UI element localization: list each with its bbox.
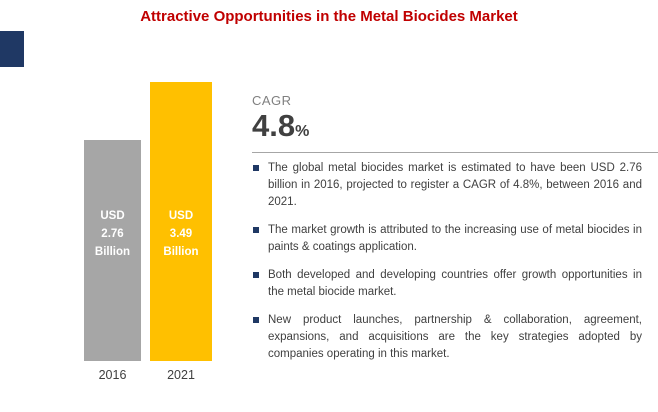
bar-2016: USD 2.76 Billion xyxy=(84,140,141,361)
bullet-square-icon xyxy=(253,227,259,233)
cagr-label: CAGR xyxy=(252,93,292,108)
bullet-square-icon xyxy=(253,272,259,278)
list-item: The global metal biocides market is esti… xyxy=(252,160,642,211)
list-item: New product launches, partnership & coll… xyxy=(252,312,642,363)
cagr-value: 4.8% xyxy=(252,110,309,148)
axis-label-2021: 2021 xyxy=(167,368,195,382)
cagr-percent-sign: % xyxy=(295,123,310,140)
bullet-square-icon xyxy=(253,317,259,323)
axis-label-2016: 2016 xyxy=(98,368,127,382)
accent-block xyxy=(0,31,24,67)
bullet-square-icon xyxy=(253,165,259,171)
list-item: Both developed and developing countries … xyxy=(252,267,642,301)
list-item-text: Both developed and developing countries … xyxy=(268,269,642,298)
bar-2016-value-label: USD 2.76 Billion xyxy=(94,210,131,258)
bar-chart: USD 2.76 Billion USD 3.49 Billion 2016 2… xyxy=(0,0,250,412)
horizontal-divider xyxy=(252,152,658,153)
page-title: Attractive Opportunities in the Metal Bi… xyxy=(140,8,518,25)
list-item-text: The global metal biocides market is esti… xyxy=(268,162,642,208)
bar-2021-value-label: USD 3.49 Billion xyxy=(163,210,199,258)
key-points-list: The global metal biocides market is esti… xyxy=(252,160,642,374)
bar-2021: USD 3.49 Billion xyxy=(150,82,212,361)
list-item-text: New product launches, partnership & coll… xyxy=(268,314,642,360)
list-item-text: The market growth is attributed to the i… xyxy=(268,224,642,253)
cagr-block: CAGR 4.8% xyxy=(252,93,309,148)
list-item: The market growth is attributed to the i… xyxy=(252,222,642,256)
cagr-number: 4.8 xyxy=(252,108,296,143)
